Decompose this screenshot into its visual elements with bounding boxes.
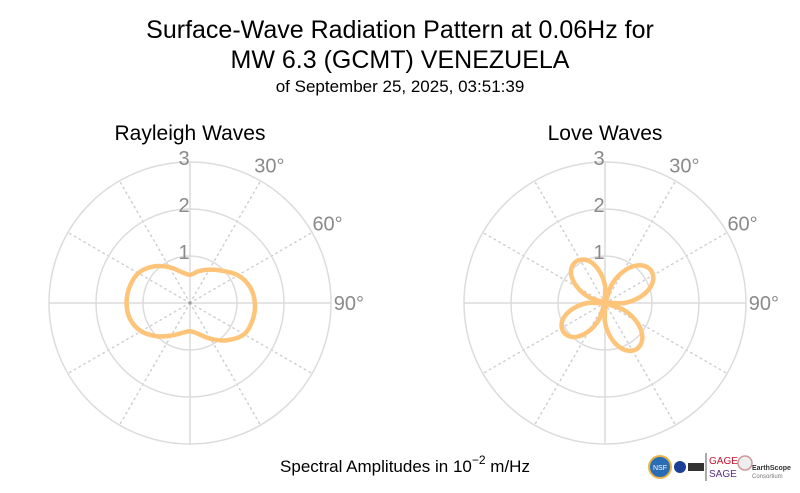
consortium-logo-text: Consortium: [752, 474, 783, 480]
spoke-line: [482, 302, 606, 375]
grid-ring: [463, 161, 747, 445]
earthscope-logo-text: EarthScope: [752, 465, 791, 472]
x-label-prefix: Spectral Amplitudes in 10: [280, 457, 472, 476]
spoke-line: [189, 302, 313, 375]
nsf-logo: [648, 455, 672, 479]
love-title: Love Waves: [548, 122, 663, 145]
angular-tick-label: 60°: [727, 214, 757, 236]
spoke-line: [533, 302, 606, 426]
spoke-line: [67, 302, 191, 375]
sponsor-logos: NSF GAGE SAGE EarthScope Consortium: [648, 453, 791, 481]
grid-ring: [557, 255, 653, 351]
nasa-logo: [674, 461, 686, 473]
spoke-line: [189, 302, 262, 426]
spoke-line: [604, 231, 728, 304]
spoke-line: [604, 180, 677, 304]
nsf-logo-text: NSF: [653, 465, 667, 472]
chart-title-line1: Surface-Wave Radiation Pattern at 0.06Hz…: [146, 16, 654, 44]
center-dot: [188, 301, 192, 305]
love-pattern-curve: [559, 257, 656, 354]
radial-tick-label: 3: [593, 148, 604, 170]
spoke-line: [189, 231, 313, 304]
grid-ring: [510, 208, 700, 398]
grid-ring: [48, 161, 332, 445]
radial-tick-label: 2: [178, 195, 189, 217]
spoke-line: [604, 302, 677, 426]
spoke-line: [604, 302, 728, 375]
gage-logo: GAGE: [709, 456, 738, 467]
radial-tick-label: 1: [178, 242, 189, 264]
spoke-line: [67, 231, 191, 304]
grid-ring: [95, 208, 285, 398]
rayleigh-polar-plot: Rayleigh Waves 1 2 3 30° 60° 90°: [48, 122, 364, 445]
spoke-line: [118, 180, 191, 304]
love-polar-plot: Love Waves 1 2 3 30° 60° 90°: [463, 122, 779, 445]
x-axis-label: Spectral Amplitudes in 10−2 m/Hz: [280, 453, 530, 476]
spoke-line: [118, 302, 191, 426]
spoke-line: [482, 231, 606, 304]
sage-logo: SAGE: [709, 469, 737, 480]
rayleigh-title: Rayleigh Waves: [115, 122, 266, 145]
radial-tick-label: 2: [593, 195, 604, 217]
chart-title-line2: MW 6.3 (GCMT) VENEZUELA: [231, 46, 570, 74]
spoke-line: [533, 180, 606, 304]
radial-tick-label: 3: [178, 148, 189, 170]
angular-tick-label: 90°: [749, 293, 779, 315]
angular-tick-label: 60°: [312, 214, 342, 236]
chart-subtitle: of September 25, 2025, 03:51:39: [276, 77, 525, 96]
grid-ring: [142, 255, 238, 351]
x-label-exponent: −2: [472, 453, 486, 467]
spoke-line: [189, 180, 262, 304]
earthscope-logo-icon: [737, 455, 753, 471]
angular-tick-label: 30°: [254, 155, 284, 177]
radial-tick-label: 1: [593, 242, 604, 264]
angular-tick-label: 90°: [334, 293, 364, 315]
x-label-suffix: m/Hz: [486, 457, 530, 476]
usgs-logo: [688, 463, 704, 471]
angular-tick-label: 30°: [669, 155, 699, 177]
